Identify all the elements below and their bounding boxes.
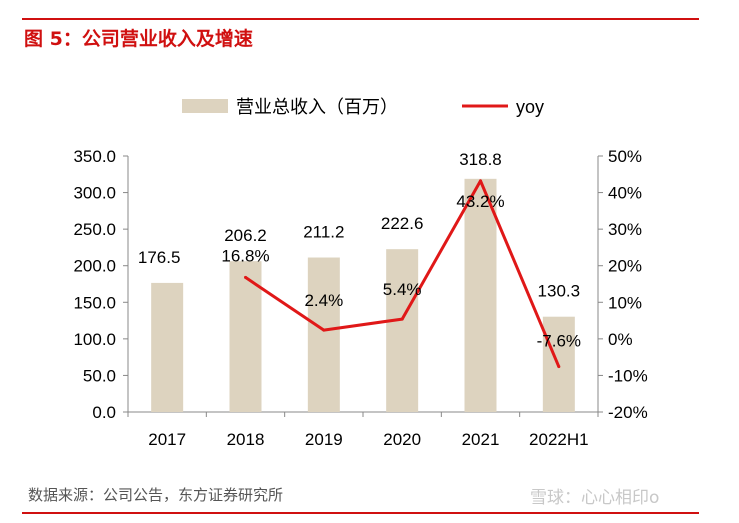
y-right-tick-label: 0% bbox=[608, 330, 633, 349]
yoy-point bbox=[479, 179, 482, 183]
bar bbox=[151, 282, 184, 412]
legend-bar-swatch bbox=[182, 99, 228, 113]
x-tick-label: 2018 bbox=[227, 430, 265, 449]
yoy-value-label: 16.8% bbox=[221, 246, 269, 265]
x-tick-label: 2020 bbox=[383, 430, 421, 449]
yoy-value-label: 5.4% bbox=[383, 280, 422, 299]
y-left-tick-label: 150.0 bbox=[73, 293, 116, 312]
yoy-value-label: -7.6% bbox=[537, 332, 581, 351]
watermark: 雪球：心心相印o bbox=[530, 488, 660, 508]
top-rule bbox=[22, 18, 699, 20]
y-right-tick-label: 40% bbox=[608, 184, 642, 203]
x-tick-label: 2019 bbox=[305, 430, 343, 449]
y-right-tick-label: 50% bbox=[608, 147, 642, 166]
bar-value-label: 318.8 bbox=[459, 150, 502, 169]
bar-value-label: 222.6 bbox=[381, 214, 424, 233]
y-right-tick-label: 10% bbox=[608, 293, 642, 312]
bar-value-label: 130.3 bbox=[538, 282, 581, 301]
y-left-tick-label: 100.0 bbox=[73, 330, 116, 349]
x-tick-label: 2021 bbox=[462, 430, 500, 449]
legend-line-label: yoy bbox=[516, 97, 544, 117]
legend-bar-label: 营业总收入（百万） bbox=[236, 97, 398, 117]
bar bbox=[307, 257, 340, 412]
y-left-tick-label: 200.0 bbox=[73, 257, 116, 276]
bar-value-label: 211.2 bbox=[303, 223, 344, 242]
chart-labels: 176.5 206.2 211.2 222.6 318.8 130.3 16.8% 2.4% 5… bbox=[138, 150, 581, 351]
figure-title: 图 5：公司营业收入及增速 bbox=[24, 28, 253, 50]
y-right-tick-label: -10% bbox=[608, 366, 648, 385]
x-tick-label: 2017 bbox=[148, 430, 186, 449]
y-left-tick-label: 250.0 bbox=[73, 220, 116, 239]
bar bbox=[386, 249, 419, 412]
y-left-tick-label: 50.0 bbox=[83, 366, 116, 385]
yoy-point bbox=[400, 317, 404, 321]
y-left-tick-label: 350.0 bbox=[73, 147, 116, 166]
chart-legend: 营业总收入（百万） yoy bbox=[182, 97, 544, 117]
y-left-tick-label: 300.0 bbox=[73, 184, 116, 203]
yoy-point bbox=[322, 328, 326, 332]
y-right-tick-label: 20% bbox=[608, 257, 642, 276]
yoy-point bbox=[557, 365, 561, 369]
y-left-tick-label: 0.0 bbox=[92, 403, 116, 422]
x-tick-label: 2022H1 bbox=[529, 430, 589, 449]
chart-line bbox=[244, 179, 561, 369]
bottom-rule bbox=[22, 512, 699, 514]
chart-axes: 0.0 50.0 100.0 150.0 200.0 250.0 300.0 350.0 -20… bbox=[73, 147, 647, 449]
bar-value-label: 206.2 bbox=[224, 226, 267, 245]
yoy-point bbox=[244, 275, 247, 279]
bar-value-label: 176.5 bbox=[138, 248, 181, 267]
yoy-value-label: 2.4% bbox=[304, 291, 343, 310]
source-note: 数据来源：公司公告，东方证券研究所 bbox=[28, 486, 284, 504]
yoy-value-label: 43.2% bbox=[456, 192, 504, 211]
chart-bars bbox=[151, 178, 575, 412]
y-right-tick-label: 30% bbox=[608, 220, 642, 239]
y-right-tick-label: -20% bbox=[608, 403, 648, 422]
bar bbox=[464, 178, 497, 412]
